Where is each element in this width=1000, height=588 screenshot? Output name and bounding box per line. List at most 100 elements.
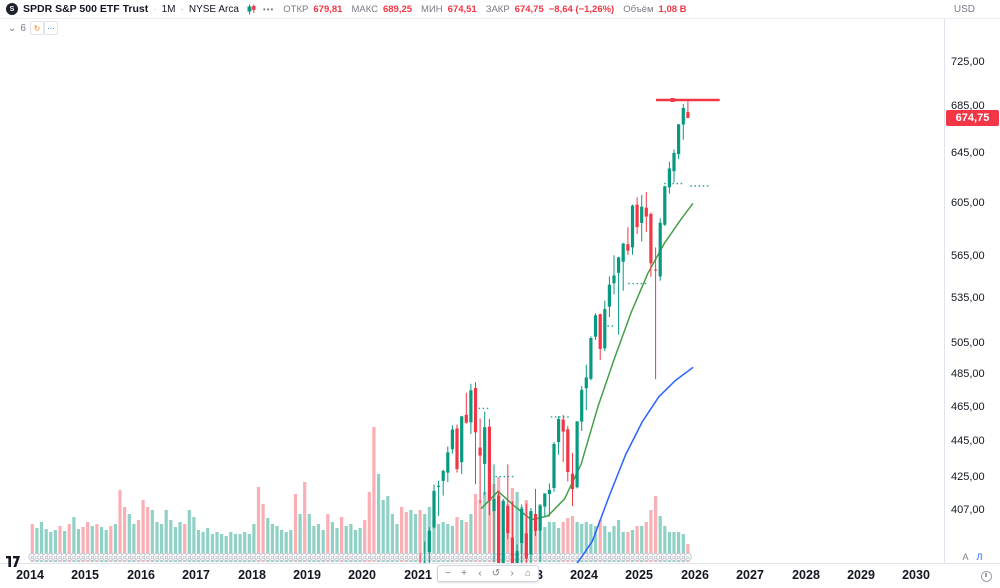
svg-text:D: D [469, 555, 473, 560]
scroll-left-button[interactable]: ‹ [472, 567, 488, 580]
svg-text:D: D [109, 555, 113, 560]
svg-text:D: D [451, 555, 455, 560]
reset-chart-button[interactable]: ↺ [488, 567, 504, 580]
svg-text:D: D [211, 555, 215, 560]
svg-text:D: D [201, 555, 205, 560]
svg-text:D: D [455, 555, 459, 560]
svg-text:D: D [335, 555, 339, 560]
svg-text:D: D [626, 555, 630, 560]
volume-series [30, 427, 690, 562]
change-value: −8,64 (−1,26%) [548, 3, 615, 15]
svg-text:D: D [91, 555, 95, 560]
time-axis-year-label: 2026 [681, 568, 709, 582]
scroll-right-button[interactable]: › [504, 567, 520, 580]
volume-value: 1,08 B [658, 3, 687, 15]
tradingview-logo[interactable] [4, 555, 21, 568]
svg-text:D: D [248, 555, 252, 560]
time-axis-year-label: 2030 [902, 568, 930, 582]
svg-text:D: D [672, 555, 676, 560]
go-to-realtime-button[interactable]: ⌂ [520, 567, 536, 580]
svg-text:D: D [446, 555, 450, 560]
separator-dot: · [180, 3, 184, 15]
svg-text:D: D [289, 555, 293, 560]
time-axis-year-label: 2014 [16, 568, 44, 582]
svg-text:D: D [63, 555, 67, 560]
chevron-down-icon[interactable]: ⌄ [8, 22, 17, 34]
svg-text:D: D [146, 555, 150, 560]
indicators-count: 6 [20, 22, 26, 34]
zoom-out-button[interactable]: − [440, 567, 456, 580]
svg-text:D: D [442, 555, 446, 560]
indicator-icons: ↻ ⋯ [29, 21, 58, 35]
svg-text:D: D [349, 555, 353, 560]
svg-text:D: D [488, 555, 492, 560]
candlestick-series [419, 101, 690, 564]
svg-text:D: D [123, 555, 127, 560]
svg-text:D: D [382, 555, 386, 560]
svg-text:D: D [174, 555, 178, 560]
svg-text:D: D [165, 555, 169, 560]
svg-text:D: D [266, 555, 270, 560]
svg-text:D: D [45, 555, 49, 560]
svg-text:D: D [358, 555, 362, 560]
svg-text:D: D [409, 555, 413, 560]
svg-text:D: D [534, 555, 538, 560]
timezone-clock-icon[interactable] [981, 571, 992, 582]
svg-text:D: D [188, 555, 192, 560]
svg-text:D: D [543, 555, 547, 560]
close-value: 674,75 [514, 3, 544, 15]
chart-style-icon[interactable] [247, 4, 256, 15]
refresh-icon[interactable]: ↻ [29, 21, 44, 35]
svg-text:D: D [622, 555, 626, 560]
svg-text:D: D [294, 555, 298, 560]
svg-text:D: D [257, 555, 261, 560]
interval-button[interactable]: 1M [161, 3, 176, 15]
svg-text:D: D [645, 555, 649, 560]
svg-text:D: D [562, 555, 566, 560]
price-axis-label: 465,00 [951, 401, 985, 413]
chart-header: S SPDR S&P 500 ETF Trust · 1M · NYSE Arc… [0, 0, 1000, 19]
indicators-collapsed-row[interactable]: ⌄ 6 ↻ ⋯ [8, 21, 58, 35]
svg-text:D: D [95, 555, 99, 560]
time-axis-year-label: 2024 [570, 568, 598, 582]
time-axis-year-label: 2019 [293, 568, 321, 582]
svg-text:D: D [345, 555, 349, 560]
scale-toggle-А[interactable]: А [962, 552, 969, 562]
price-axis-label: 485,00 [951, 368, 985, 380]
svg-text:D: D [35, 555, 39, 560]
low-label: МИН [421, 3, 443, 15]
price-axis-label: 505,00 [951, 337, 985, 349]
more-options-button[interactable]: ••• [262, 4, 275, 14]
svg-text:D: D [340, 555, 344, 560]
svg-text:D: D [391, 555, 395, 560]
exchange-label: NYSE Arca [188, 3, 239, 15]
svg-text:D: D [280, 555, 284, 560]
svg-text:D: D [317, 555, 321, 560]
symbol-logo[interactable]: S [6, 3, 18, 15]
symbol-title-button[interactable]: SPDR S&P 500 ETF Trust [23, 3, 149, 15]
price-axis-label: 605,00 [951, 197, 985, 209]
time-axis-year-label: 2020 [348, 568, 376, 582]
svg-text:D: D [363, 555, 367, 560]
last-price-badge: 674,75 [946, 110, 999, 126]
svg-text:D: D [160, 555, 164, 560]
svg-text:D: D [238, 555, 242, 560]
zoom-in-button[interactable]: + [456, 567, 472, 580]
scale-toggle-Л[interactable]: Л [976, 552, 983, 562]
svg-text:D: D [575, 555, 579, 560]
close-label: ЗАКР [485, 3, 510, 15]
svg-text:D: D [686, 555, 690, 560]
svg-text:D: D [234, 555, 238, 560]
svg-text:D: D [631, 555, 635, 560]
svg-text:D: D [608, 555, 612, 560]
svg-text:D: D [589, 555, 593, 560]
svg-text:D: D [303, 555, 307, 560]
price-axis-label: 445,00 [951, 435, 985, 447]
svg-text:D: D [395, 555, 399, 560]
svg-text:D: D [298, 555, 302, 560]
more-icon[interactable]: ⋯ [43, 21, 58, 35]
